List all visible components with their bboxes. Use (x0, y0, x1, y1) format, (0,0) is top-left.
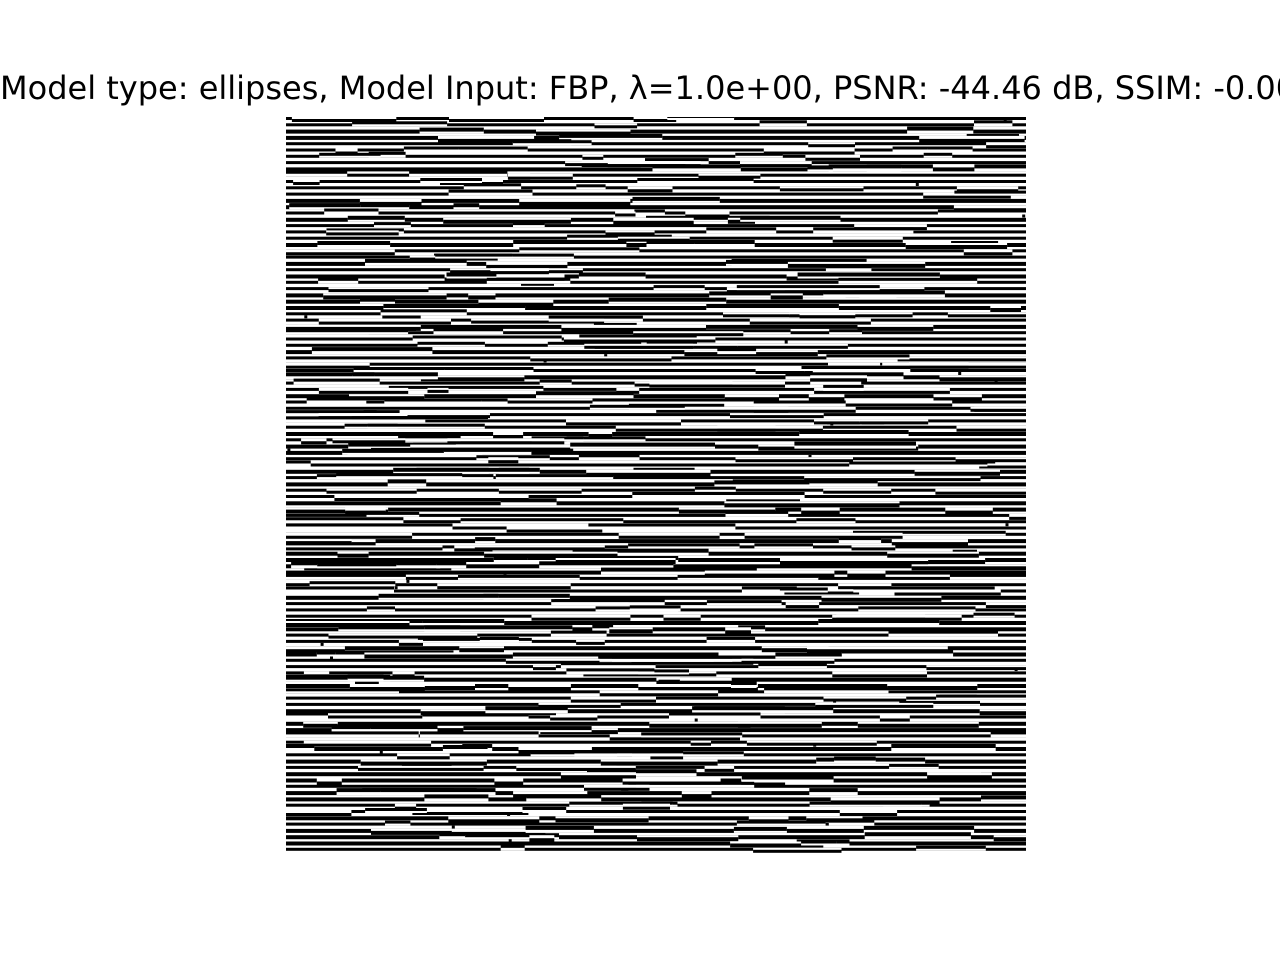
figure-title: Model type: ellipses, Model Input: FBP, … (0, 69, 1280, 107)
reconstruction-image (286, 117, 1026, 854)
striped-image-icon (286, 117, 1026, 854)
